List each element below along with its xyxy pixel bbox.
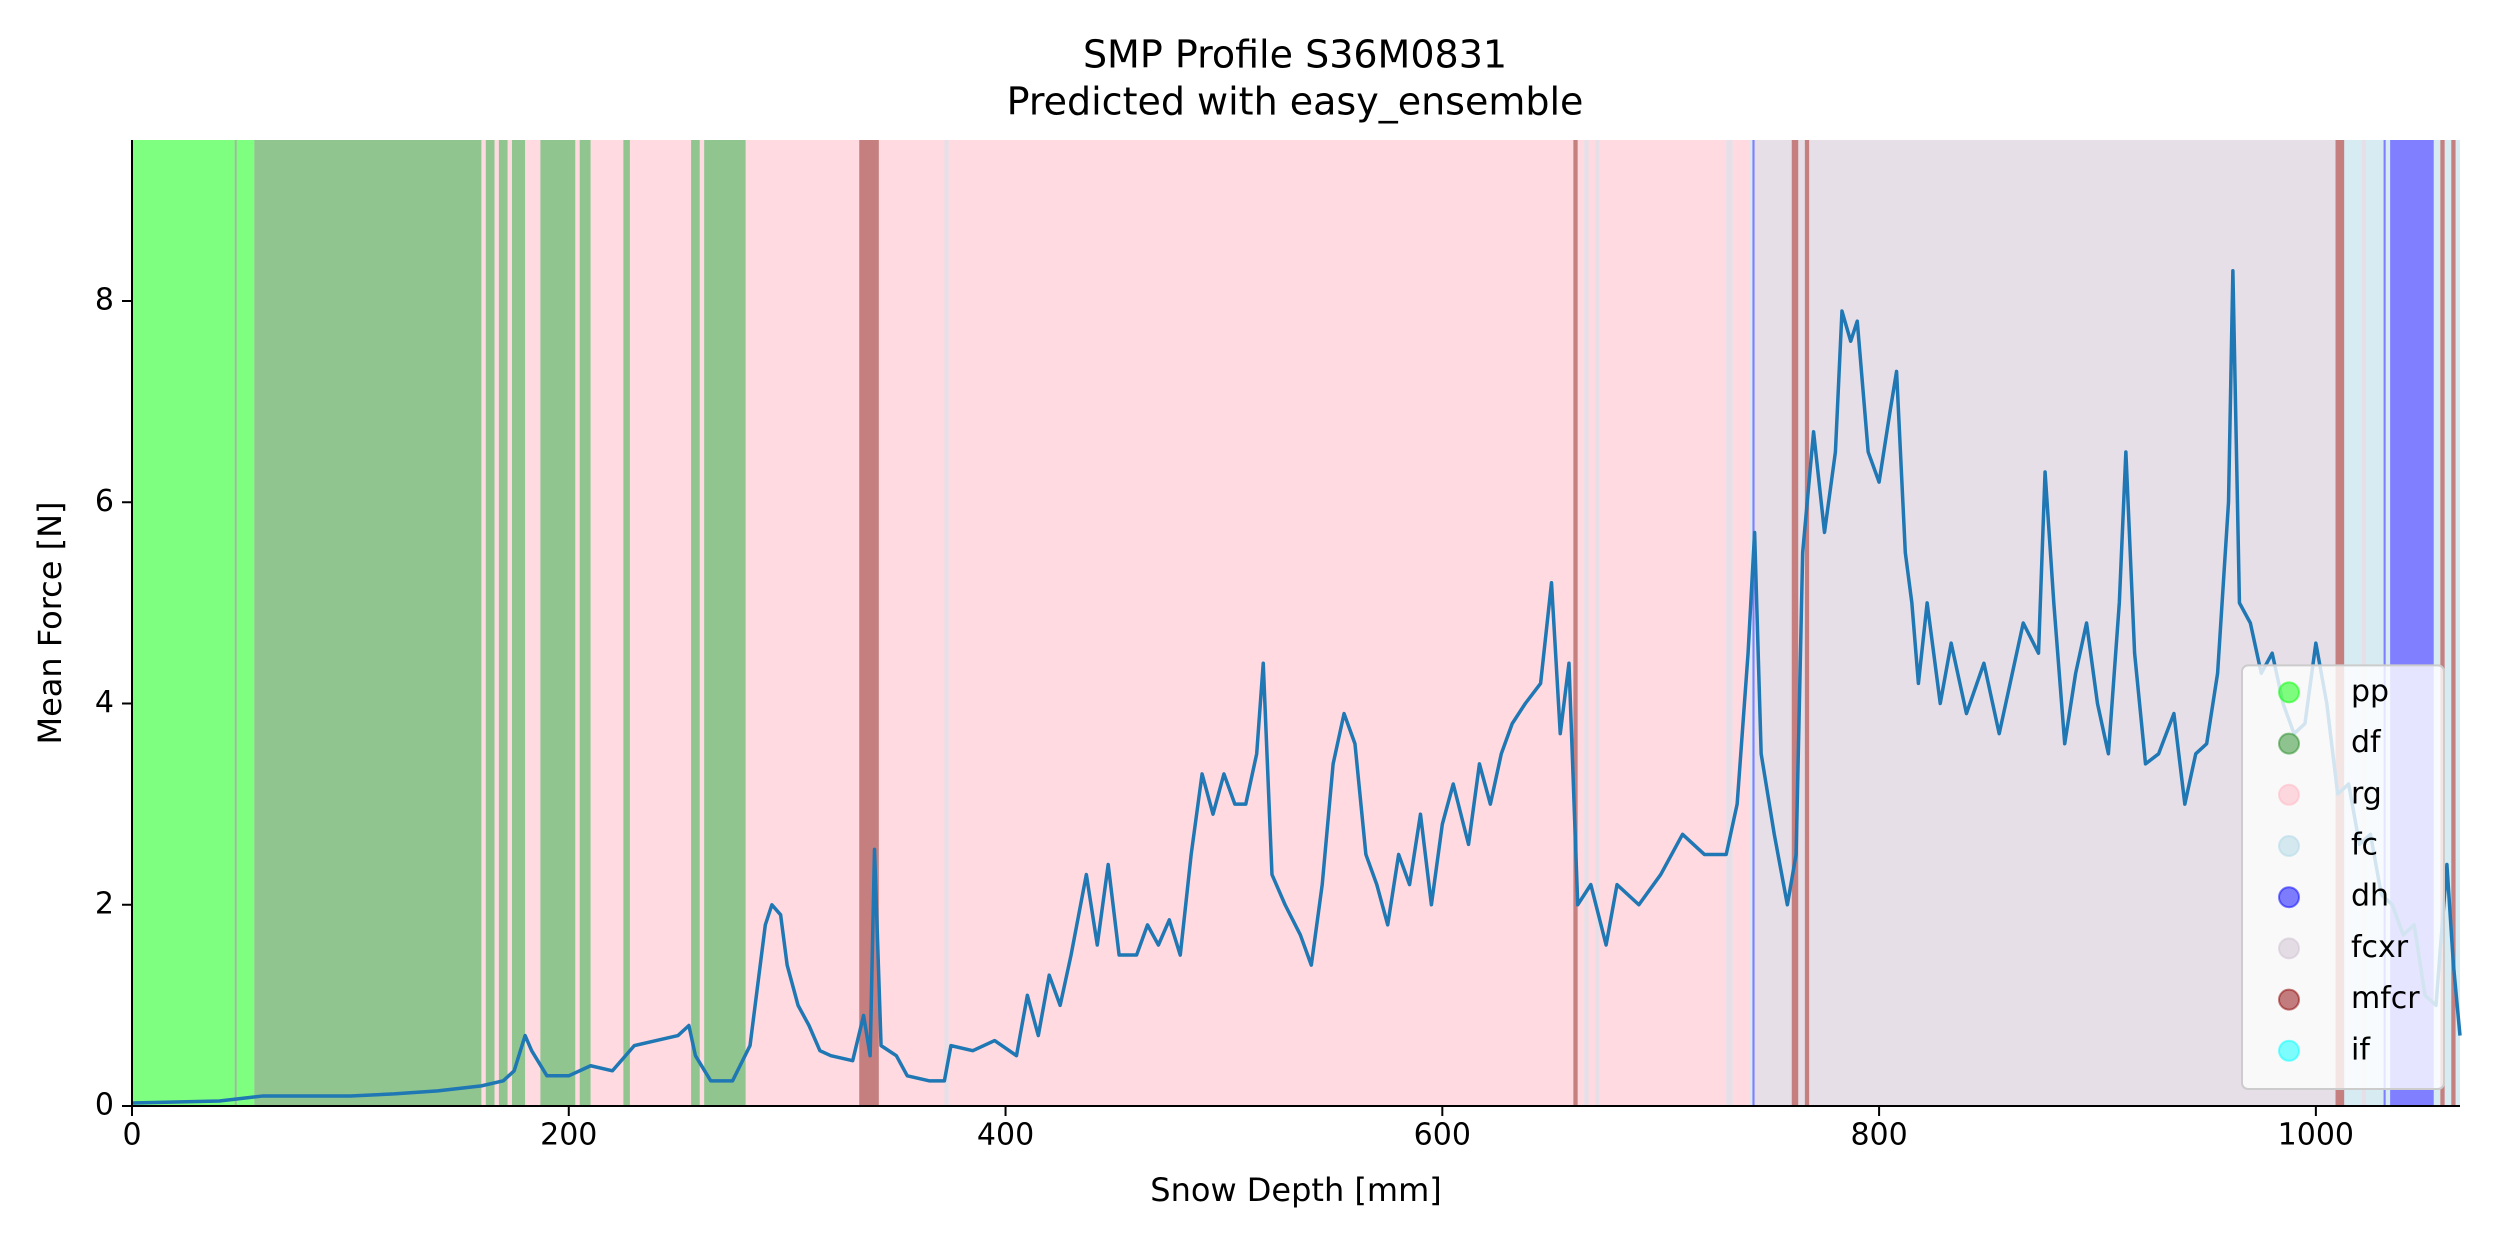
- y-tick-label: 4: [95, 685, 114, 720]
- class-span: [745, 140, 860, 1106]
- legend: pp df rg fc dh fcxr mfcr if: [2241, 664, 2445, 1091]
- legend-label: fc: [2351, 828, 2378, 863]
- class-span: [691, 140, 700, 1106]
- class-span: [1595, 140, 1600, 1106]
- chart-subtitle: Predicted with easy_ensemble: [1007, 80, 1584, 124]
- class-span: [132, 140, 235, 1106]
- class-span: [2440, 140, 2445, 1106]
- class-span: [540, 140, 576, 1106]
- x-tick-label: 200: [540, 1118, 597, 1153]
- class-span: [511, 140, 526, 1106]
- chart-title: SMP Profile S36M0831: [1083, 33, 1507, 77]
- class-span: [1732, 140, 1751, 1106]
- legend-label: if: [2351, 1032, 2371, 1067]
- legend-box: [2241, 664, 2445, 1091]
- class-span: [948, 140, 1574, 1106]
- class-span: [704, 140, 746, 1106]
- data-line: [131, 269, 2462, 1105]
- x-tick-label: 800: [1850, 1118, 1907, 1153]
- legend-label: mfcr: [2351, 981, 2420, 1016]
- legend-label: fcxr: [2351, 930, 2409, 965]
- x-axis-label: Snow Depth [mm]: [1150, 1171, 1441, 1209]
- legend-marker: [2278, 732, 2300, 755]
- x-tick-label: 600: [1414, 1118, 1471, 1153]
- class-span: [485, 140, 495, 1106]
- y-axis-label: Mean Force [N]: [31, 501, 69, 744]
- legend-marker: [2278, 835, 2300, 857]
- legend-marker: [2278, 886, 2300, 909]
- legend-marker: [2278, 937, 2300, 960]
- class-span: [498, 140, 508, 1106]
- class-span: [234, 140, 237, 1106]
- class-span: [1584, 140, 1589, 1106]
- legend-marker: [2278, 783, 2300, 806]
- class-span: [494, 140, 499, 1106]
- class-span: [2455, 140, 2460, 1106]
- legend-marker: [2278, 681, 2300, 704]
- legend-marker: [2278, 1039, 2300, 1062]
- class-span: [1726, 140, 1733, 1106]
- y-tick-label: 8: [95, 283, 114, 318]
- class-span: [2385, 140, 2391, 1106]
- class-span: [699, 140, 705, 1106]
- class-span: [2335, 140, 2345, 1106]
- legend-label: rg: [2351, 776, 2382, 811]
- class-span: [575, 140, 580, 1106]
- legend-label: df: [2351, 725, 2382, 760]
- y-tick-label: 6: [95, 484, 114, 519]
- x-tick-label: 0: [122, 1118, 141, 1153]
- class-span: [1573, 140, 1578, 1106]
- class-span: [236, 140, 255, 1106]
- x-tick-label: 1000: [2278, 1118, 2354, 1153]
- class-span: [481, 140, 486, 1106]
- class-span: [507, 140, 512, 1106]
- class-span: [2451, 140, 2456, 1106]
- class-span: [1588, 140, 1596, 1106]
- class-span: [1754, 140, 1792, 1106]
- class-span: [1577, 140, 1585, 1106]
- class-span: [1791, 140, 1799, 1106]
- class-span: [254, 140, 482, 1106]
- class-span: [1752, 140, 1755, 1106]
- class-span: [2361, 140, 2367, 1106]
- class-span: [2433, 140, 2441, 1106]
- legend-marker: [2278, 988, 2300, 1011]
- class-span: [1599, 140, 1727, 1106]
- x-tick-label: 400: [977, 1118, 1034, 1153]
- class-span: [859, 140, 879, 1106]
- legend-label: pp: [2351, 674, 2389, 709]
- class-span: [2383, 140, 2386, 1106]
- legend-label: dh: [2351, 879, 2389, 914]
- class-span: [579, 140, 591, 1106]
- class-span: [629, 140, 692, 1106]
- class-span: [2444, 140, 2452, 1106]
- class-span: [878, 140, 945, 1106]
- class-span: [590, 140, 624, 1106]
- class-span: [623, 140, 630, 1106]
- class-span: [944, 140, 949, 1106]
- class-span: [1804, 140, 1810, 1106]
- y-tick-label: 2: [95, 886, 114, 921]
- class-span: [525, 140, 541, 1106]
- y-tick-label: 0: [95, 1088, 114, 1123]
